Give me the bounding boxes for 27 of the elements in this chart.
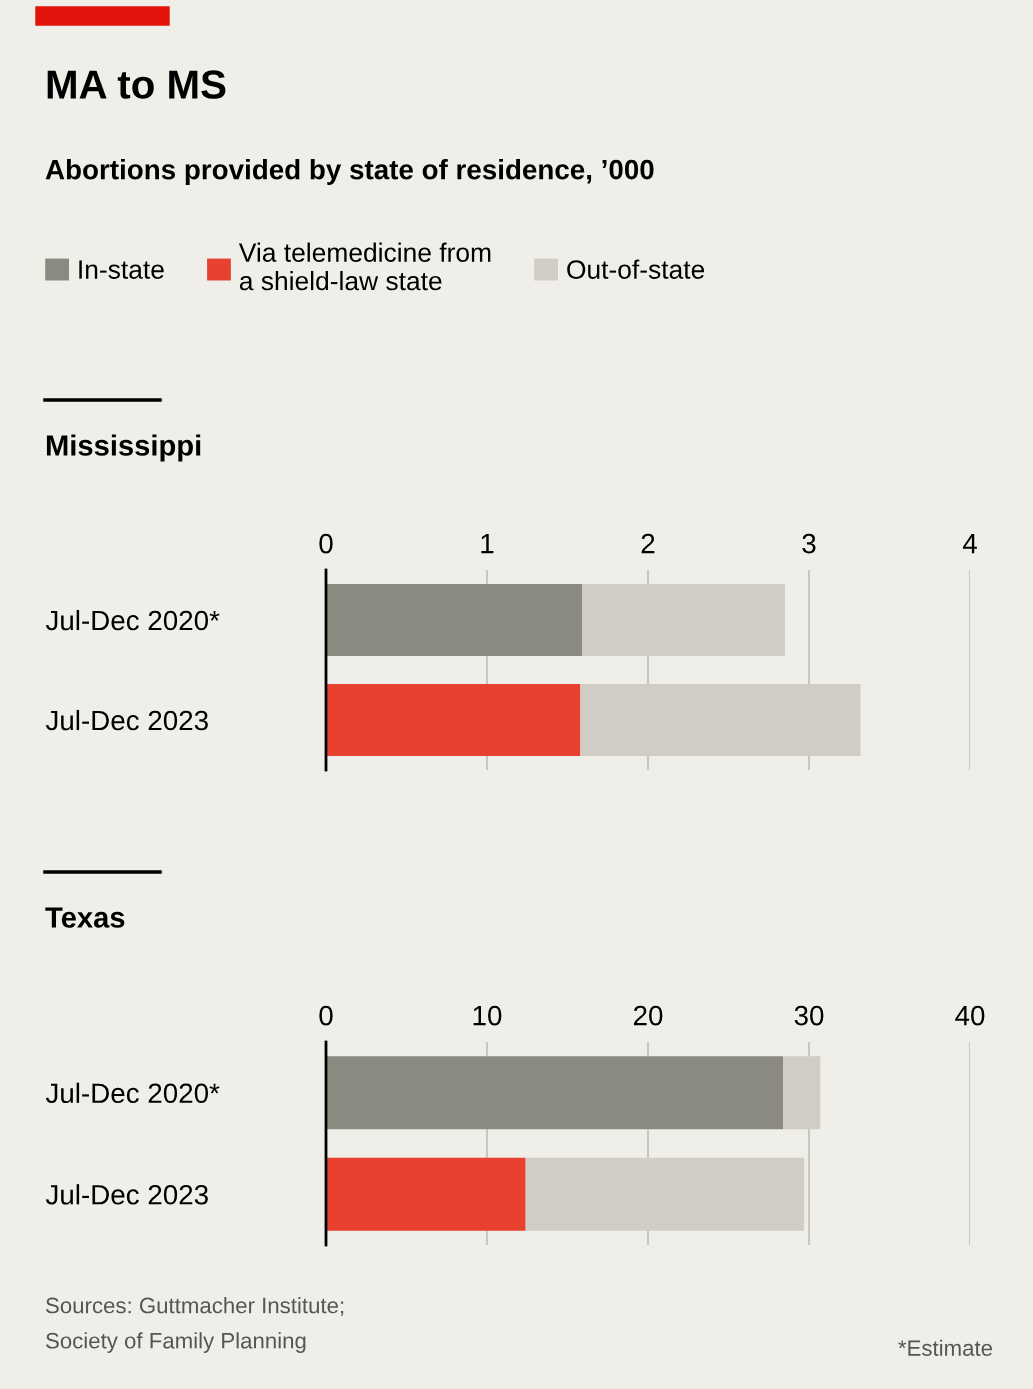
x-tick-label: 3 bbox=[802, 533, 816, 554]
source-note: Sources: Guttmacher Institute; Society of Family Planning bbox=[46, 1297, 344, 1353]
x-tick-label: 20 bbox=[633, 1005, 663, 1026]
x-tick-label: 40 bbox=[955, 1005, 985, 1026]
bar bbox=[326, 684, 581, 756]
bar bbox=[326, 1056, 784, 1130]
y-tick-label: Jul-Dec 2023 bbox=[45, 709, 208, 731]
x-tick-label: 10 bbox=[473, 1005, 502, 1026]
y-tick-label: Jul-Dec 2020* bbox=[45, 609, 220, 631]
text: Texas bbox=[45, 907, 125, 928]
legend-label: Via telemedicine from a shield-law state bbox=[238, 242, 491, 291]
text: MA to MS bbox=[47, 70, 226, 99]
text: Abortions provided by state of residence, ’000 bbox=[45, 159, 654, 185]
x-tick-label: 0 bbox=[319, 1005, 333, 1026]
x-tick-label: 1 bbox=[481, 534, 494, 554]
x-tick-label: 2 bbox=[641, 533, 655, 554]
text: *Estimate bbox=[898, 1339, 993, 1356]
x-tick-label: 30 bbox=[794, 1005, 824, 1026]
legend-label: In-state bbox=[79, 260, 164, 279]
y-tick-label: Jul-Dec 2023 bbox=[45, 1184, 208, 1205]
bar bbox=[326, 584, 582, 656]
x-tick-label: 0 bbox=[319, 533, 333, 554]
x-tick-label: 4 bbox=[962, 534, 977, 554]
legend-label: Out-of-state bbox=[567, 259, 705, 279]
chart-title: Mississippi bbox=[46, 434, 201, 462]
bar bbox=[326, 1157, 526, 1231]
y-tick-label: Jul-Dec 2020* bbox=[45, 1082, 220, 1104]
